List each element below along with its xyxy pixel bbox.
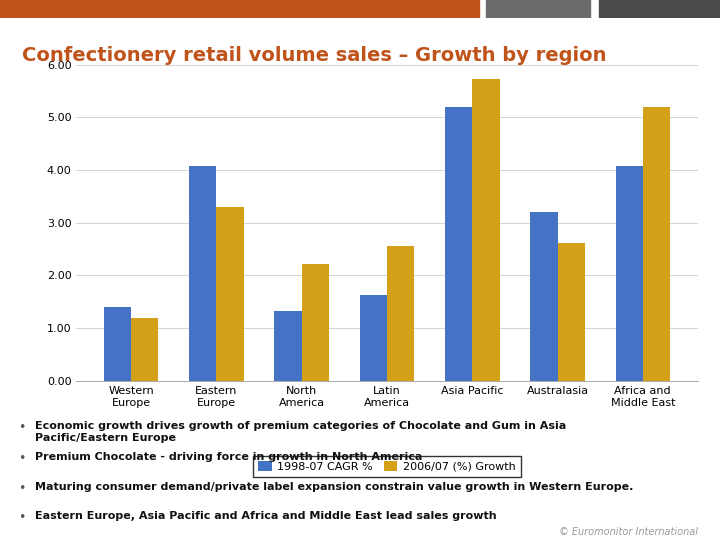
Text: Confectionery retail volume sales – Growth by region: Confectionery retail volume sales – Grow… [22, 46, 606, 65]
Text: Economic growth drives growth of premium categories of Chocolate and Gum in Asia: Economic growth drives growth of premium… [35, 421, 566, 443]
Bar [131, 318, 158, 381]
Bar [274, 311, 302, 381]
Bar [445, 107, 472, 381]
Bar [189, 166, 217, 381]
Legend: 1998-07 CAGR %, 2006/07 (%) Growth: 1998-07 CAGR %, 2006/07 (%) Growth [253, 456, 521, 477]
Text: Maturing consumer demand/private label expansion constrain value growth in Weste: Maturing consumer demand/private label e… [35, 482, 633, 492]
Text: Eastern Europe, Asia Pacific and Africa and Middle East lead sales growth: Eastern Europe, Asia Pacific and Africa … [35, 511, 496, 522]
Text: •: • [18, 511, 25, 524]
FancyBboxPatch shape [599, 0, 720, 18]
Bar [104, 307, 131, 381]
FancyBboxPatch shape [486, 0, 590, 18]
Bar [530, 212, 557, 381]
Bar [360, 295, 387, 381]
Text: •: • [18, 452, 25, 465]
Bar [472, 79, 500, 381]
Text: •: • [18, 482, 25, 495]
Bar [616, 166, 643, 381]
Bar [387, 246, 414, 381]
Text: •: • [18, 421, 25, 434]
Text: Premium Chocolate - driving force in growth in North America: Premium Chocolate - driving force in gro… [35, 452, 422, 462]
Text: © Euromonitor International: © Euromonitor International [559, 527, 698, 537]
Bar [302, 264, 329, 381]
Bar [557, 243, 585, 381]
Bar [643, 107, 670, 381]
Bar [217, 207, 244, 381]
FancyBboxPatch shape [0, 0, 479, 18]
